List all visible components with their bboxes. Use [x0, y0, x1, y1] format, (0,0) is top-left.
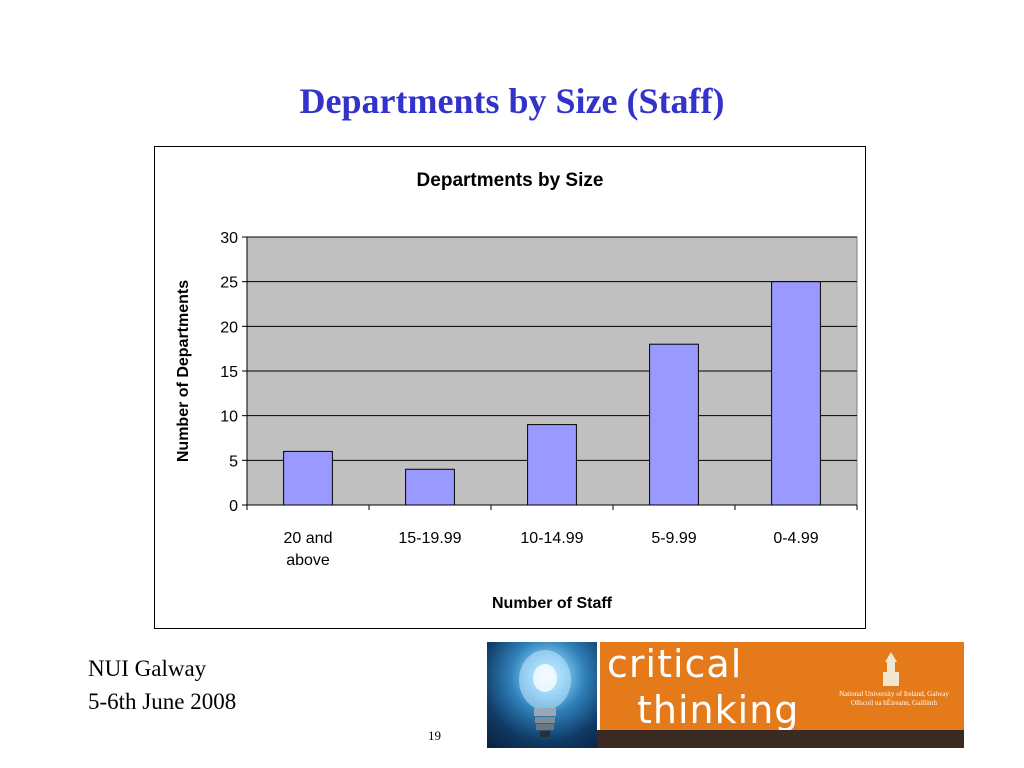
lightbulb-icon	[519, 650, 571, 737]
bar-chart: Departments by Size 0 5 10 15 20 25 30 20 and abo…	[175, 170, 858, 612]
page-number: 19	[428, 728, 441, 743]
university-name-english: National University of Ireland, Galway	[839, 690, 949, 698]
critical-thinking-banner: critical thinking National University of…	[487, 642, 964, 748]
chart-title: Departments by Size	[417, 170, 604, 191]
y-tick-label: 10	[220, 409, 238, 426]
footer: NUI Galway 5-6th June 2008	[88, 652, 236, 718]
slide-title: Departments by Size (Staff)	[299, 81, 725, 121]
x-tick-label: above	[286, 552, 330, 569]
banner-word-critical: critical	[607, 642, 743, 686]
bar	[771, 281, 821, 506]
bar	[405, 468, 455, 506]
university-name: National University of Ireland, Galway O…	[829, 690, 959, 708]
y-tick-label: 0	[229, 498, 238, 515]
bar	[649, 343, 699, 506]
y-tick-label: 20	[220, 319, 238, 336]
y-tick-label: 5	[229, 453, 238, 470]
y-tick-label: 30	[220, 230, 238, 247]
bar	[527, 424, 577, 506]
university-crest-icon	[883, 652, 899, 686]
banner-bottom-strip	[597, 730, 964, 748]
y-tick-label: 15	[220, 364, 238, 381]
footer-date: 5-6th June 2008	[88, 689, 237, 714]
lightbulb-image	[487, 642, 597, 748]
y-tick-label: 25	[220, 275, 238, 292]
x-tick-label: 20 and	[284, 530, 333, 547]
chart-frame: Departments by Size 0 5 10 15 20 25 30 20 and abo…	[154, 146, 866, 629]
bar	[283, 450, 333, 506]
x-axis-label: Number of Staff	[492, 595, 613, 612]
x-tick-label: 15-19.99	[398, 530, 461, 547]
banner-word-thinking: thinking	[637, 688, 800, 732]
x-tick-label: 0-4.99	[773, 530, 818, 547]
university-name-irish: Ollscoil na hÉireann, Gaillimh	[851, 699, 937, 707]
x-tick-label: 5-9.99	[651, 530, 696, 547]
footer-institution: NUI Galway	[88, 656, 207, 681]
y-axis-label: Number of Departments	[175, 280, 192, 462]
banner-divider	[597, 642, 600, 748]
x-tick-label: 10-14.99	[520, 530, 583, 547]
